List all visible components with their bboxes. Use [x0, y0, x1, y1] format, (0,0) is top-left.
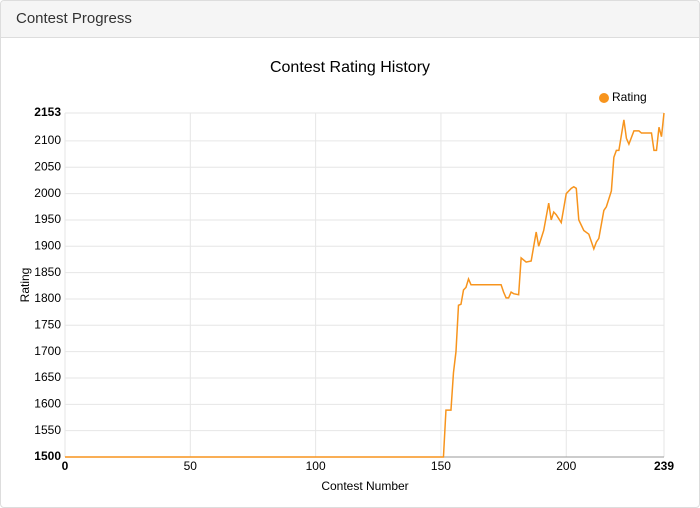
x-tick-label: 239 — [654, 459, 674, 473]
line — [65, 112, 665, 458]
legend-marker — [599, 93, 609, 103]
y-tick-label: 1550 — [34, 423, 61, 437]
y-tick-label: 1950 — [34, 212, 61, 226]
legend-label: Rating — [612, 90, 647, 104]
y-tick-label: 1700 — [34, 344, 61, 358]
y-tick-label: 1600 — [34, 396, 61, 410]
y-tick-label: 1850 — [34, 265, 61, 279]
y-axis-title: Rating — [18, 268, 32, 303]
y-tick-label: 2050 — [34, 159, 61, 173]
y-tick-label: 1800 — [34, 291, 61, 305]
panel-title: Contest Progress — [1, 1, 699, 38]
y-tick-label: 2100 — [34, 133, 61, 147]
y-tick-label: 1650 — [34, 370, 61, 384]
y-tick-label: 1500 — [34, 449, 61, 463]
y-tick-label: 1900 — [34, 238, 61, 252]
x-axis-title: Contest Number — [321, 479, 408, 493]
x-tick-label: 100 — [306, 459, 326, 473]
x-tick-label: 200 — [556, 459, 576, 473]
y-tick-label: 1750 — [34, 317, 61, 331]
y-tick-label: 2153 — [34, 105, 61, 119]
x-tick-label: 50 — [184, 459, 198, 473]
x-tick-label: 0 — [62, 459, 69, 473]
chart-title: Contest Rating History — [270, 59, 430, 76]
y-tick-label: 2000 — [34, 186, 61, 200]
x-tick-label: 150 — [431, 459, 451, 473]
